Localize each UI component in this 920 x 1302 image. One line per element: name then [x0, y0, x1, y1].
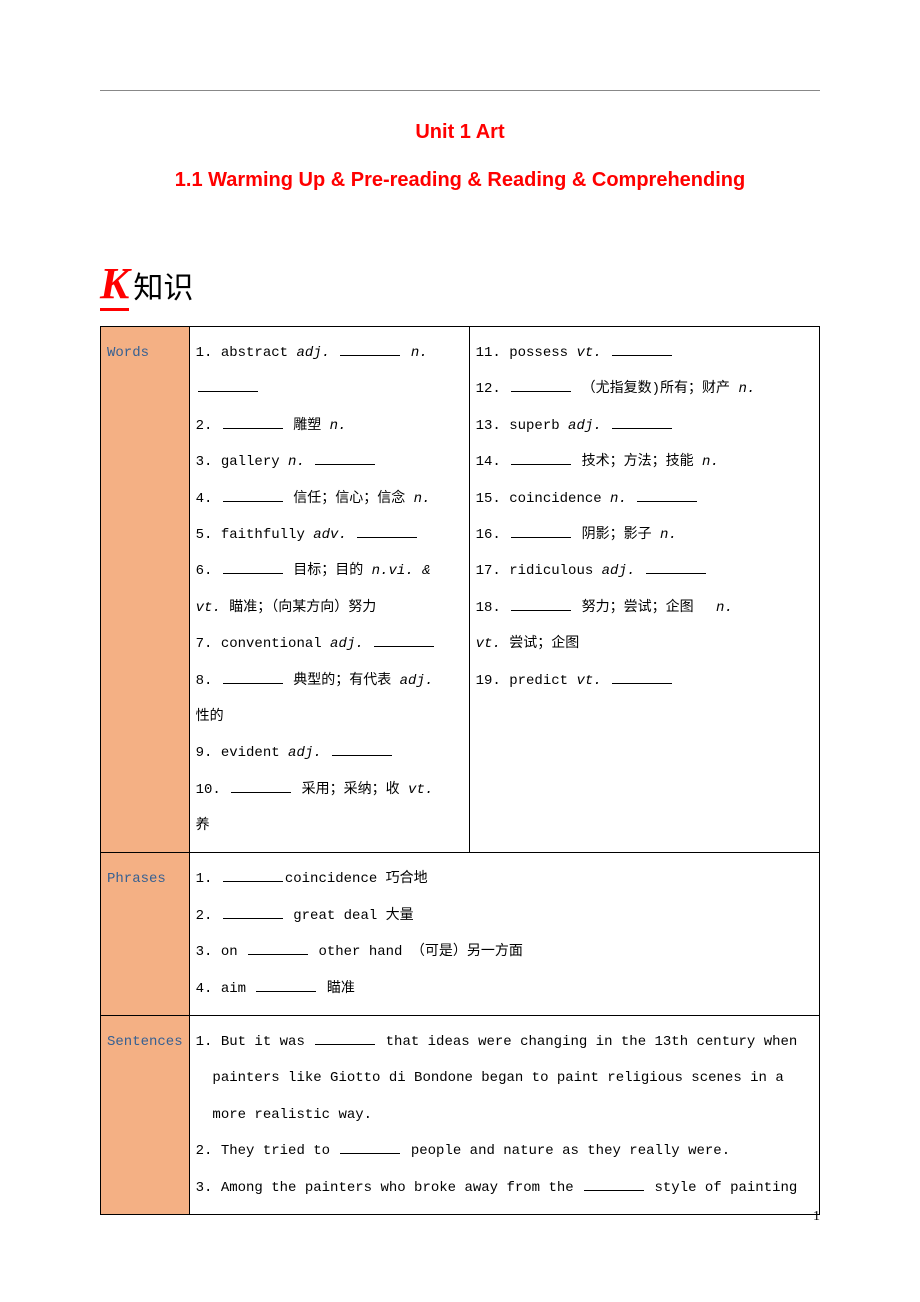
row-header: Words — [101, 327, 190, 853]
table-row: Words1. abstract adj. n.2. 雕塑 n.3. galle… — [101, 327, 820, 853]
top-divider — [100, 90, 820, 91]
table-row: Phrases1. coincidence 巧合地2. great deal 大… — [101, 853, 820, 1016]
table-row: Sentences1. But it was that ideas were c… — [101, 1016, 820, 1215]
full-content: 1. But it was that ideas were changing i… — [189, 1016, 819, 1215]
k-label: 知识 — [133, 263, 193, 307]
k-letter-icon: K — [100, 262, 129, 311]
page-title-sub: 1.1 Warming Up & Pre-reading & Reading &… — [100, 169, 820, 192]
row-header: Phrases — [101, 853, 190, 1016]
words-col1: 1. abstract adj. n.2. 雕塑 n.3. gallery n.… — [189, 327, 469, 853]
vocabulary-table: Words1. abstract adj. n.2. 雕塑 n.3. galle… — [100, 326, 820, 1215]
page-number: 1 — [813, 1209, 820, 1225]
page-title-main: Unit 1 Art — [100, 121, 820, 144]
knowledge-section-icon: K 知识 — [100, 262, 820, 311]
words-col2: 11. possess vt. 12. （尤指复数)所有；财产 n.13. su… — [469, 327, 819, 853]
full-content: 1. coincidence 巧合地2. great deal 大量3. on … — [189, 853, 819, 1016]
row-header: Sentences — [101, 1016, 190, 1215]
